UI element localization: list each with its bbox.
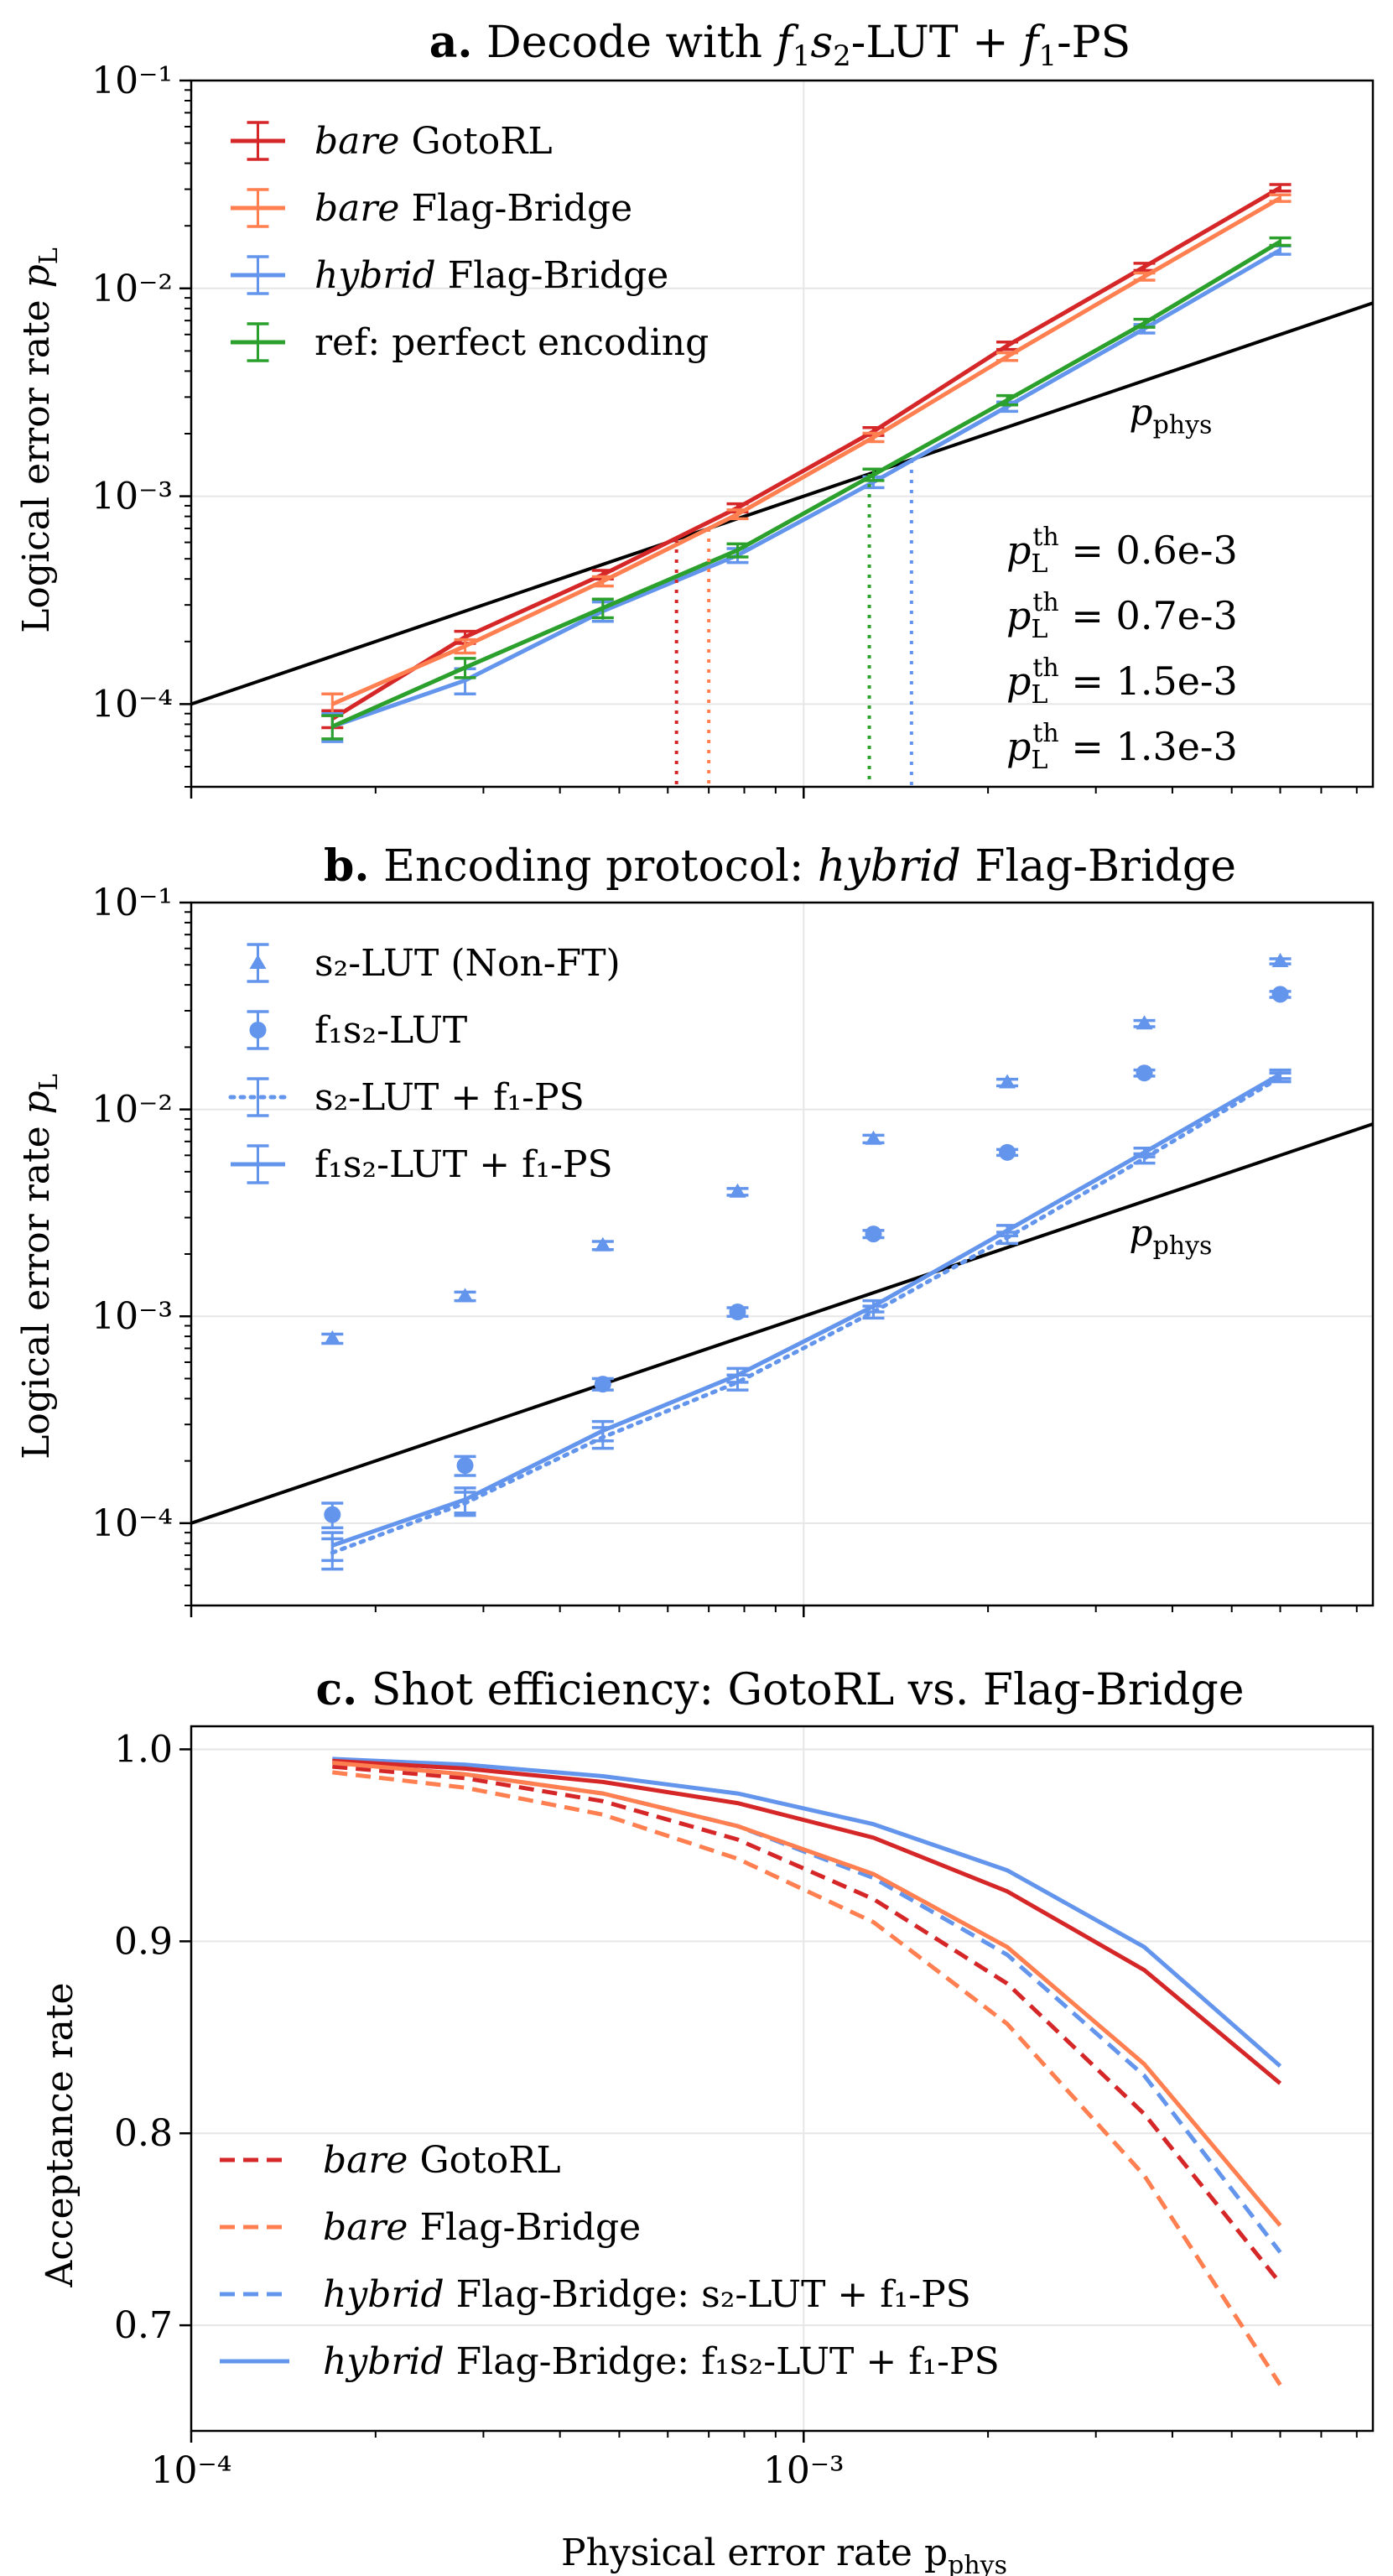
data-point-circle: [324, 1506, 341, 1523]
panel-b: b. Encoding protocol: hybrid Flag-Bridge…: [15, 840, 1375, 1617]
panel-a: a. Decode with f1s2-LUT + f1-PS Logical …: [15, 17, 1375, 799]
legend-label: s₂-LUT + f₁-PS: [314, 1076, 585, 1119]
panel-b-legend: s₂-LUT (Non-FT) f₁s₂-LUT s₂-LUT + f₁-PS f₁s…: [228, 942, 621, 1186]
panel-b-frame: [190, 901, 1375, 1607]
panel-a-legend: bare GotoRL bare Flag-Bridge hybrid Flag-B…: [231, 120, 709, 364]
panel-c: c. Shot efficiency: GotoRL vs. Flag-Brid…: [39, 1664, 1375, 2576]
threshold-label: pLth = 1.5e-3: [1006, 653, 1238, 710]
panel-a-ylabel: Logical error rate pL: [15, 247, 64, 633]
data-point-circle: [456, 1457, 474, 1475]
data-point-triangle: [1136, 1015, 1153, 1030]
y-tick-label: 0.7: [114, 2304, 173, 2347]
y-tick-label: 10⁻¹: [91, 60, 173, 102]
y-tick-label: 1.0: [114, 1728, 173, 1771]
x-tick-label: 10⁻³: [763, 2449, 845, 2492]
y-tick-label: 10⁻⁴: [91, 683, 173, 726]
panel-c-title: c. Shot efficiency: GotoRL vs. Flag-Brid…: [315, 1664, 1244, 1715]
y-tick-label: 0.9: [114, 1920, 173, 1963]
series-line: [331, 1072, 1281, 1548]
y-tick-label: 10⁻¹: [91, 882, 173, 924]
series-line: [332, 1764, 1282, 2285]
data-point-circle: [594, 1376, 611, 1393]
data-point-circle: [865, 1226, 882, 1243]
data-point-circle: [1271, 986, 1289, 1003]
threshold-label: pLth = 1.3e-3: [1006, 719, 1238, 775]
threshold-label: pLth = 0.7e-3: [1006, 588, 1238, 644]
panel-a-title: a. Decode with f1s2-LUT + f1-PS: [429, 17, 1131, 73]
legend-label: s₂-LUT (Non-FT): [314, 942, 621, 985]
legend-label: ref: perfect encoding: [314, 321, 709, 364]
legend-label: hybrid Flag-Bridge: s₂-LUT + f₁-PS: [323, 2273, 971, 2316]
reference-line-pphys: [190, 301, 1374, 706]
series-line: [331, 239, 1281, 729]
series-line: [332, 1758, 1282, 2085]
data-point-circle: [729, 1304, 746, 1321]
y-tick-label: 10⁻²: [91, 268, 173, 310]
legend-label: f₁s₂-LUT: [314, 1009, 467, 1052]
x-tick-label: 10⁻⁴: [151, 2449, 232, 2492]
panel-b-title: b. Encoding protocol: hybrid Flag-Bridge: [324, 840, 1236, 892]
reference-line-pphys: [190, 1122, 1374, 1525]
data-point-triangle: [324, 1330, 341, 1345]
legend-label: f₁s₂-LUT + f₁-PS: [314, 1143, 613, 1186]
panel-b-ylabel: Logical error rate pL: [15, 1074, 64, 1460]
panel-c-legend: bare GotoRL bare Flag-Bridge hybrid Flag-B…: [220, 2139, 1000, 2383]
legend-label: bare GotoRL: [323, 2139, 561, 2182]
data-point-triangle: [999, 1074, 1016, 1089]
legend-label: hybrid Flag-Bridge: f₁s₂-LUT + f₁-PS: [323, 2340, 1000, 2383]
data-point-triangle: [729, 1183, 746, 1198]
series-line: [331, 195, 1281, 706]
y-tick-label: 10⁻³: [91, 1295, 173, 1338]
series-line: [332, 1761, 1282, 2227]
y-tick-label: 10⁻³: [91, 476, 173, 518]
threshold-label: pLth = 0.6e-3: [1006, 523, 1238, 579]
legend-swatch-triangle: [249, 955, 267, 969]
legend-label: bare GotoRL: [314, 120, 553, 163]
y-tick-label: 10⁻⁴: [91, 1502, 173, 1545]
panel-a-frame: [190, 79, 1375, 788]
legend-label: bare Flag-Bridge: [323, 2206, 641, 2249]
series-line: [332, 1756, 1282, 2068]
panel-c-frame: [190, 1725, 1375, 2433]
legend-swatch-circle: [249, 1022, 267, 1038]
data-point-triangle: [865, 1130, 882, 1145]
legend-label: bare Flag-Bridge: [314, 187, 632, 230]
reference-line-label: pphys: [1129, 392, 1212, 440]
series-line: [330, 185, 1281, 721]
panel-c-ylabel: Acceptance rate: [39, 1982, 81, 2287]
series-line: [330, 1075, 1282, 1555]
data-point-triangle: [1271, 953, 1289, 968]
y-tick-label: 0.8: [114, 2112, 173, 2155]
panel-c-xlabel: Physical error rate pphys: [561, 2532, 1007, 2576]
series-line: [332, 1770, 1282, 2386]
y-tick-label: 10⁻²: [91, 1089, 173, 1132]
legend-label: hybrid Flag-Bridge: [314, 254, 668, 297]
data-point-circle: [999, 1143, 1016, 1161]
reference-line-label: pphys: [1129, 1212, 1212, 1261]
data-point-circle: [1136, 1064, 1153, 1082]
data-point-triangle: [594, 1236, 611, 1252]
data-point-triangle: [456, 1288, 474, 1303]
series-line: [331, 247, 1281, 729]
